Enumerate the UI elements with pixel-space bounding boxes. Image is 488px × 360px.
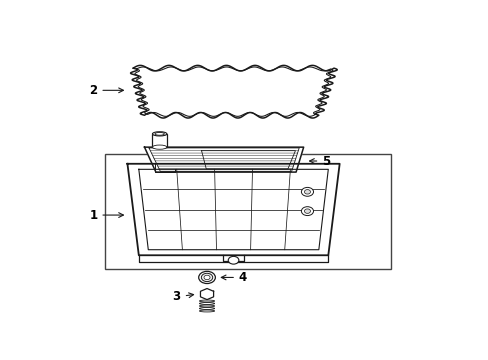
Bar — [152, 134, 166, 147]
Circle shape — [304, 209, 310, 213]
Circle shape — [228, 256, 238, 264]
Text: 1: 1 — [89, 208, 123, 221]
Circle shape — [301, 207, 313, 216]
Text: 2: 2 — [89, 84, 123, 97]
Circle shape — [201, 273, 212, 282]
Polygon shape — [144, 147, 303, 172]
Bar — [104, 154, 390, 269]
Circle shape — [203, 275, 210, 280]
Text: 5: 5 — [309, 154, 330, 167]
Circle shape — [198, 271, 215, 284]
Ellipse shape — [152, 145, 166, 149]
Polygon shape — [201, 150, 295, 169]
Ellipse shape — [152, 132, 166, 136]
Circle shape — [304, 190, 310, 194]
Circle shape — [301, 188, 313, 196]
Text: 4: 4 — [221, 271, 246, 284]
Polygon shape — [127, 164, 339, 255]
Polygon shape — [149, 148, 299, 171]
Polygon shape — [200, 288, 213, 300]
Polygon shape — [139, 169, 327, 250]
Text: 3: 3 — [172, 290, 193, 303]
